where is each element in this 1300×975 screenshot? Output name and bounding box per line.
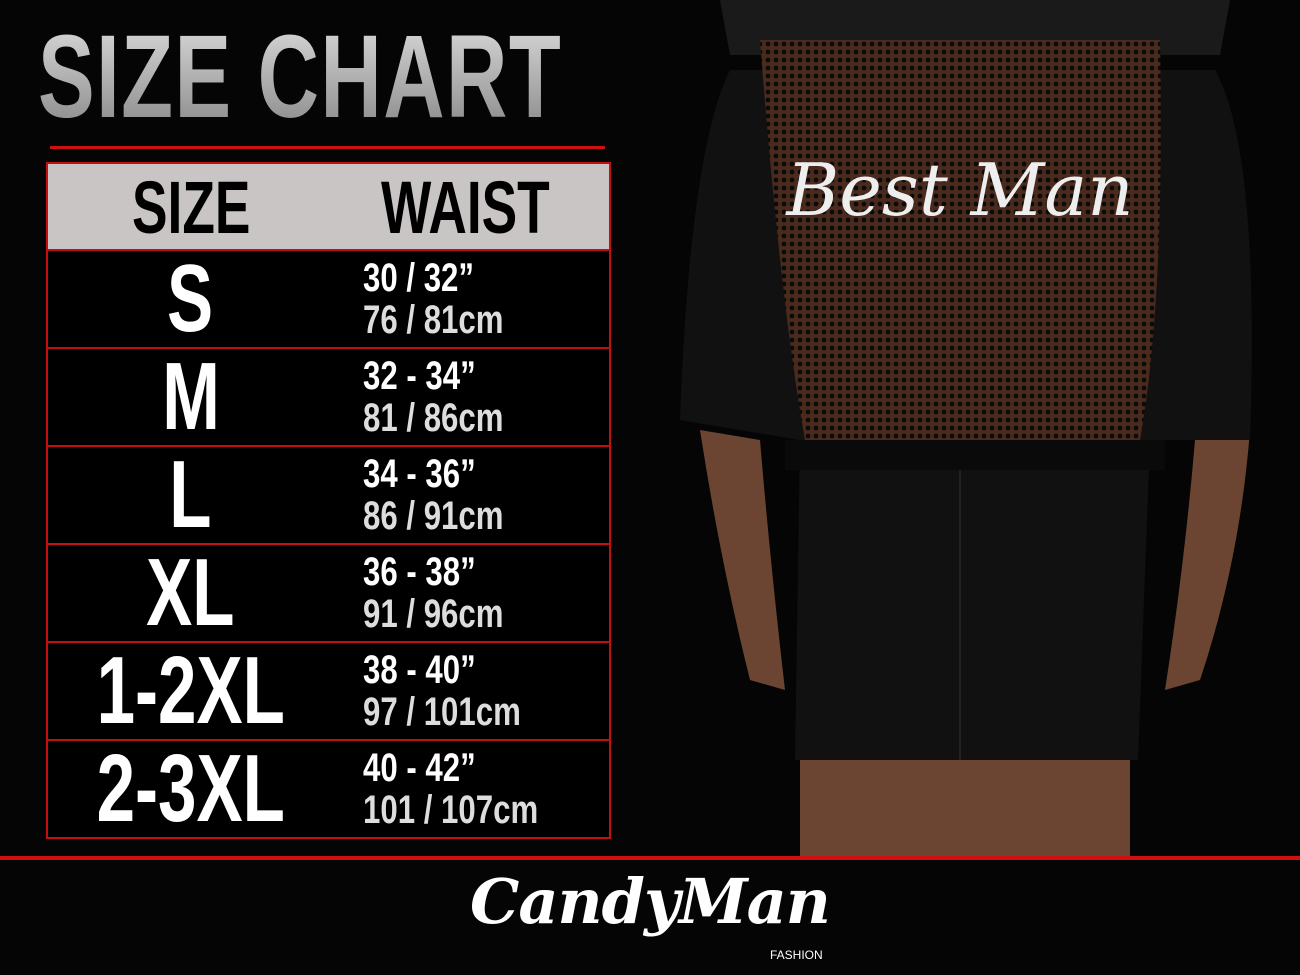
page-title: SIZE CHART [38,11,563,143]
waist-cm: 81 / 86cm [363,396,504,440]
size-text: 1-2XL [96,637,285,744]
size-text: M [161,343,220,450]
table-row: S 30 / 32” 76 / 81cm [48,251,609,349]
size-table: SIZE WAIST S 30 / 32” 76 / 81cm M 32 - 34”… [46,162,611,839]
size-label: S [48,251,333,347]
size-label: L [48,447,333,543]
left-arm [700,430,785,690]
size-text: S [167,245,214,352]
brand-logo: CandyMan FASHION [470,864,850,972]
header-size: SIZE [132,166,251,249]
brand-name: CandyMan [470,865,831,938]
table-row: XL 36 - 38” 91 / 96cm [48,545,609,643]
divider [0,856,1300,860]
waist-inches: 40 - 42” [363,746,476,790]
print-text: Best Man [784,148,1133,232]
mesh-panel [760,40,1161,440]
right-arm [1165,430,1250,690]
waist-inches: 36 - 38” [363,550,476,594]
waist-inches: 38 - 40” [363,648,476,692]
size-text: XL [146,539,235,646]
header-waist: WAIST [381,166,550,249]
size-label: XL [48,545,333,641]
waist-cm: 97 / 101cm [363,690,521,734]
size-label: M [48,349,333,445]
waist-measurement: 38 - 40” 97 / 101cm [363,649,521,733]
table-header: SIZE WAIST [48,164,609,251]
waist-measurement: 40 - 42” 101 / 107cm [363,747,538,831]
table-row: M 32 - 34” 81 / 86cm [48,349,609,447]
waist-measurement: 36 - 38” 91 / 96cm [363,551,504,635]
waist-measurement: 32 - 34” 81 / 86cm [363,355,504,439]
waist-cm: 91 / 96cm [363,592,504,636]
table-row: 2-3XL 40 - 42” 101 / 107cm [48,741,609,837]
product-image: Best Man [660,0,1300,856]
waist-inches: 30 / 32” [363,256,475,300]
brand-sub: FASHION [770,948,823,962]
waist-cm: 76 / 81cm [363,298,504,342]
waist-measurement: 34 - 36” 86 / 91cm [363,453,504,537]
divider [50,146,605,149]
waist-cm: 101 / 107cm [363,788,539,832]
belt [785,440,1165,470]
size-text: 2-3XL [96,735,285,842]
waist-cm: 86 / 91cm [363,494,504,538]
legs [800,760,1130,856]
table-row: 1-2XL 38 - 40” 97 / 101cm [48,643,609,741]
table-body: S 30 / 32” 76 / 81cm M 32 - 34” 81 / 86cm L … [48,251,609,837]
size-text: L [169,441,212,548]
waist-measurement: 30 / 32” 76 / 81cm [363,257,504,341]
waist-inches: 32 - 34” [363,354,476,398]
size-label: 2-3XL [48,741,333,837]
size-label: 1-2XL [48,643,333,739]
table-row: L 34 - 36” 86 / 91cm [48,447,609,545]
waist-inches: 34 - 36” [363,452,476,496]
